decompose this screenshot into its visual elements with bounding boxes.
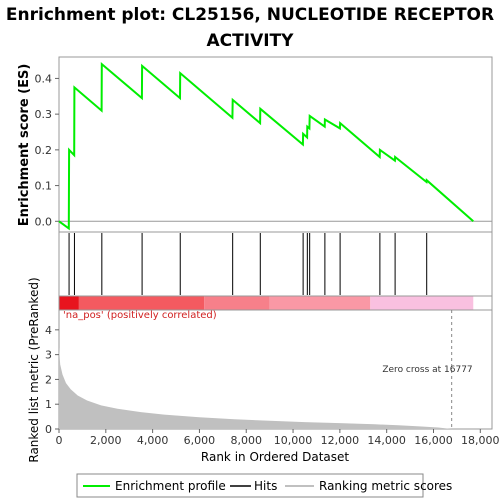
es-ytick-label: 0.4 [35,72,53,85]
xtick-label: 0 [56,434,63,447]
color-bar-segment [204,296,270,310]
metric-axis-label: Ranked list metric (PreRanked) [27,277,41,462]
color-bar-segment [370,296,474,310]
metric-plot-area [58,309,493,430]
legend-label-enrichment: Enrichment profile [115,479,226,493]
xtick-label: 16,000 [414,434,453,447]
color-bar-segment [78,296,205,310]
legend-label-hits: Hits [254,479,277,493]
es-plot-area [58,56,493,233]
metric-ytick-label: 3 [45,349,52,362]
color-bar-segment [269,296,371,310]
metric-ytick-label: 2 [45,373,52,386]
es-ytick-label: 0.3 [35,108,53,121]
chart-title-line1: Enrichment plot: CL25156, NUCLEOTIDE REC… [6,5,494,25]
es-axis-label: Enrichment score (ES) [17,64,32,227]
xtick-label: 8,000 [230,434,262,447]
es-ytick-label: 0.0 [35,215,53,228]
chart-title-line2: ACTIVITY [207,31,295,51]
zero-cross-label: Zero cross at 16777 [382,365,472,375]
xtick-label: 14,000 [367,434,406,447]
ranking-metric-area [59,347,474,429]
xtick-label: 12,000 [321,434,360,447]
xtick-label: 18,000 [461,434,500,447]
x-axis-label: Rank in Ordered Dataset [201,450,349,464]
xtick-label: 2,000 [90,434,122,447]
xtick-label: 10,000 [274,434,313,447]
es-ytick-label: 0.2 [35,144,53,157]
enrichment-profile-line [58,61,474,231]
xtick-label: 4,000 [137,434,169,447]
xtick-label: 6,000 [184,434,216,447]
metric-ytick-label: 1 [45,398,52,411]
es-ytick-label: 0.1 [35,180,53,193]
legend-label-metric: Ranking metric scores [319,479,452,493]
hits-panel [58,231,493,297]
metric-ytick-label: 4 [45,324,52,337]
metric-ytick-label: 0 [45,423,52,436]
color-bar-segment [59,296,79,310]
na-pos-label: 'na_pos' (positively correlated) [63,310,217,321]
